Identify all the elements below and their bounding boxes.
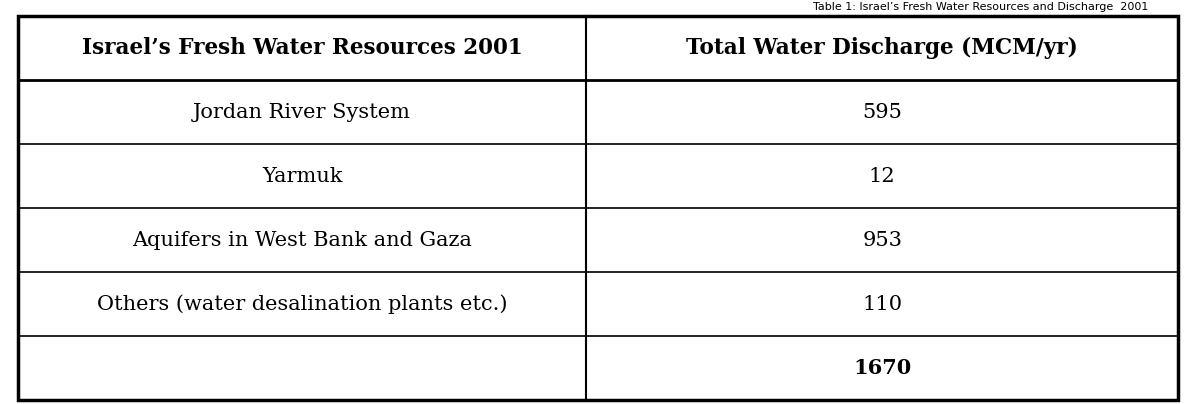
Text: Others (water desalination plants etc.): Others (water desalination plants etc.) <box>97 294 507 314</box>
Text: 595: 595 <box>862 103 902 122</box>
Text: Total Water Discharge (MCM/yr): Total Water Discharge (MCM/yr) <box>687 37 1078 59</box>
Text: Israel’s Fresh Water Resources 2001: Israel’s Fresh Water Resources 2001 <box>81 37 523 59</box>
Text: Aquifers in West Bank and Gaza: Aquifers in West Bank and Gaza <box>133 231 472 250</box>
Text: Yarmuk: Yarmuk <box>262 166 342 185</box>
Text: 1670: 1670 <box>853 358 911 378</box>
Text: 953: 953 <box>862 231 902 250</box>
Text: Table 1: Israel’s Fresh Water Resources and Discharge  2001: Table 1: Israel’s Fresh Water Resources … <box>813 2 1148 12</box>
Text: 110: 110 <box>862 295 902 314</box>
Text: 12: 12 <box>869 166 896 185</box>
Text: Jordan River System: Jordan River System <box>194 103 411 122</box>
